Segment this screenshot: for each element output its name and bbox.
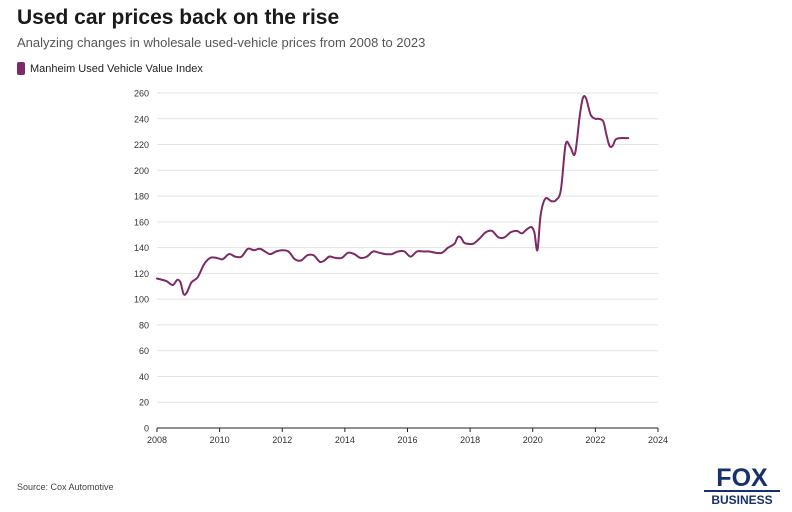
logo-text-business: BUSINESS [711,493,772,506]
x-tick-label: 2012 [272,435,292,445]
y-tick-label: 260 [134,89,149,99]
y-tick-label: 240 [134,114,149,124]
x-tick-label: 2024 [648,435,668,445]
y-tick-label: 40 [139,372,149,382]
fox-business-logo: FOX BUSINESS [702,464,782,507]
y-tick-label: 120 [134,269,149,279]
x-tick-label: 2018 [460,435,480,445]
y-tick-label: 160 [134,217,149,227]
y-tick-label: 80 [139,320,149,330]
y-tick-label: 100 [134,295,149,305]
y-tick-label: 140 [134,243,149,253]
chart-subtitle: Analyzing changes in wholesale used-vehi… [17,35,426,50]
chart-title: Used car prices back on the rise [17,6,340,29]
y-tick-label: 180 [134,192,149,202]
x-tick-label: 2022 [585,435,605,445]
series-line [156,94,630,296]
x-tick-label: 2010 [210,435,230,445]
y-tick-label: 200 [134,166,149,176]
logo-text-fox: FOX [716,464,768,492]
x-tick-label: 2016 [397,435,417,445]
x-tick-label: 2020 [523,435,543,445]
legend-label: Manheim Used Vehicle Value Index [30,62,203,75]
legend-swatch [17,62,25,75]
y-tick-label: 60 [139,346,149,356]
y-tick-label: 0 [144,424,149,434]
y-tick-label: 20 [139,398,149,408]
line-chart: 0 20 40 60 80 100 120 140 160 180 200 220 240 260 2008… [134,89,668,446]
y-tick-label: 220 [134,140,149,150]
chart-legend: Manheim Used Vehicle Value Index [17,62,203,75]
x-tick-label: 2014 [335,435,355,445]
x-tick-label: 2008 [147,435,167,445]
source-note: Source: Cox Automotive [17,482,114,492]
